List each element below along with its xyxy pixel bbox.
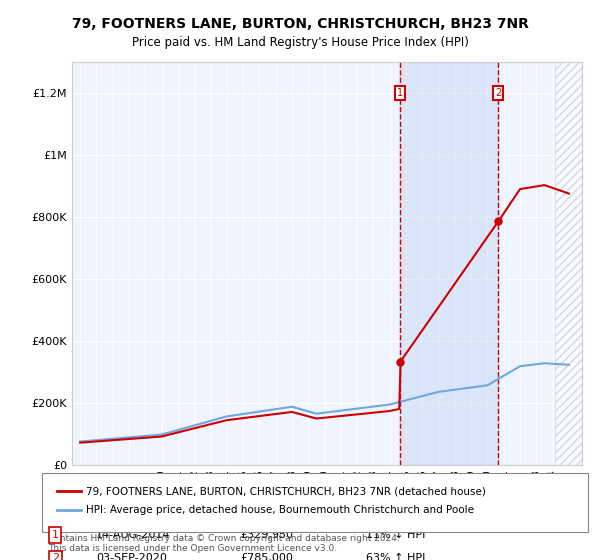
- Text: 03-SEP-2020: 03-SEP-2020: [96, 553, 167, 560]
- Text: Contains HM Land Registry data © Crown copyright and database right 2024.
This d: Contains HM Land Registry data © Crown c…: [48, 534, 400, 553]
- Text: Price paid vs. HM Land Registry's House Price Index (HPI): Price paid vs. HM Land Registry's House …: [131, 36, 469, 49]
- Text: 79, FOOTNERS LANE, BURTON, CHRISTCHURCH, BH23 7NR (detached house): 79, FOOTNERS LANE, BURTON, CHRISTCHURCH,…: [86, 486, 485, 496]
- Bar: [556, 62, 585, 465]
- Text: HPI: Average price, detached house, Bournemouth Christchurch and Poole: HPI: Average price, detached house, Bour…: [86, 505, 474, 515]
- Text: 14-AUG-2014: 14-AUG-2014: [96, 530, 170, 540]
- Text: 2: 2: [495, 87, 502, 97]
- Text: 1: 1: [397, 87, 403, 97]
- Text: 2: 2: [52, 553, 59, 560]
- Text: £329,950: £329,950: [240, 530, 293, 540]
- Text: 63% ↑ HPI: 63% ↑ HPI: [366, 553, 425, 560]
- Text: 11% ↓ HPI: 11% ↓ HPI: [366, 530, 425, 540]
- Text: 79, FOOTNERS LANE, BURTON, CHRISTCHURCH, BH23 7NR: 79, FOOTNERS LANE, BURTON, CHRISTCHURCH,…: [71, 17, 529, 31]
- Text: £785,000: £785,000: [240, 553, 293, 560]
- Text: 1: 1: [52, 530, 59, 540]
